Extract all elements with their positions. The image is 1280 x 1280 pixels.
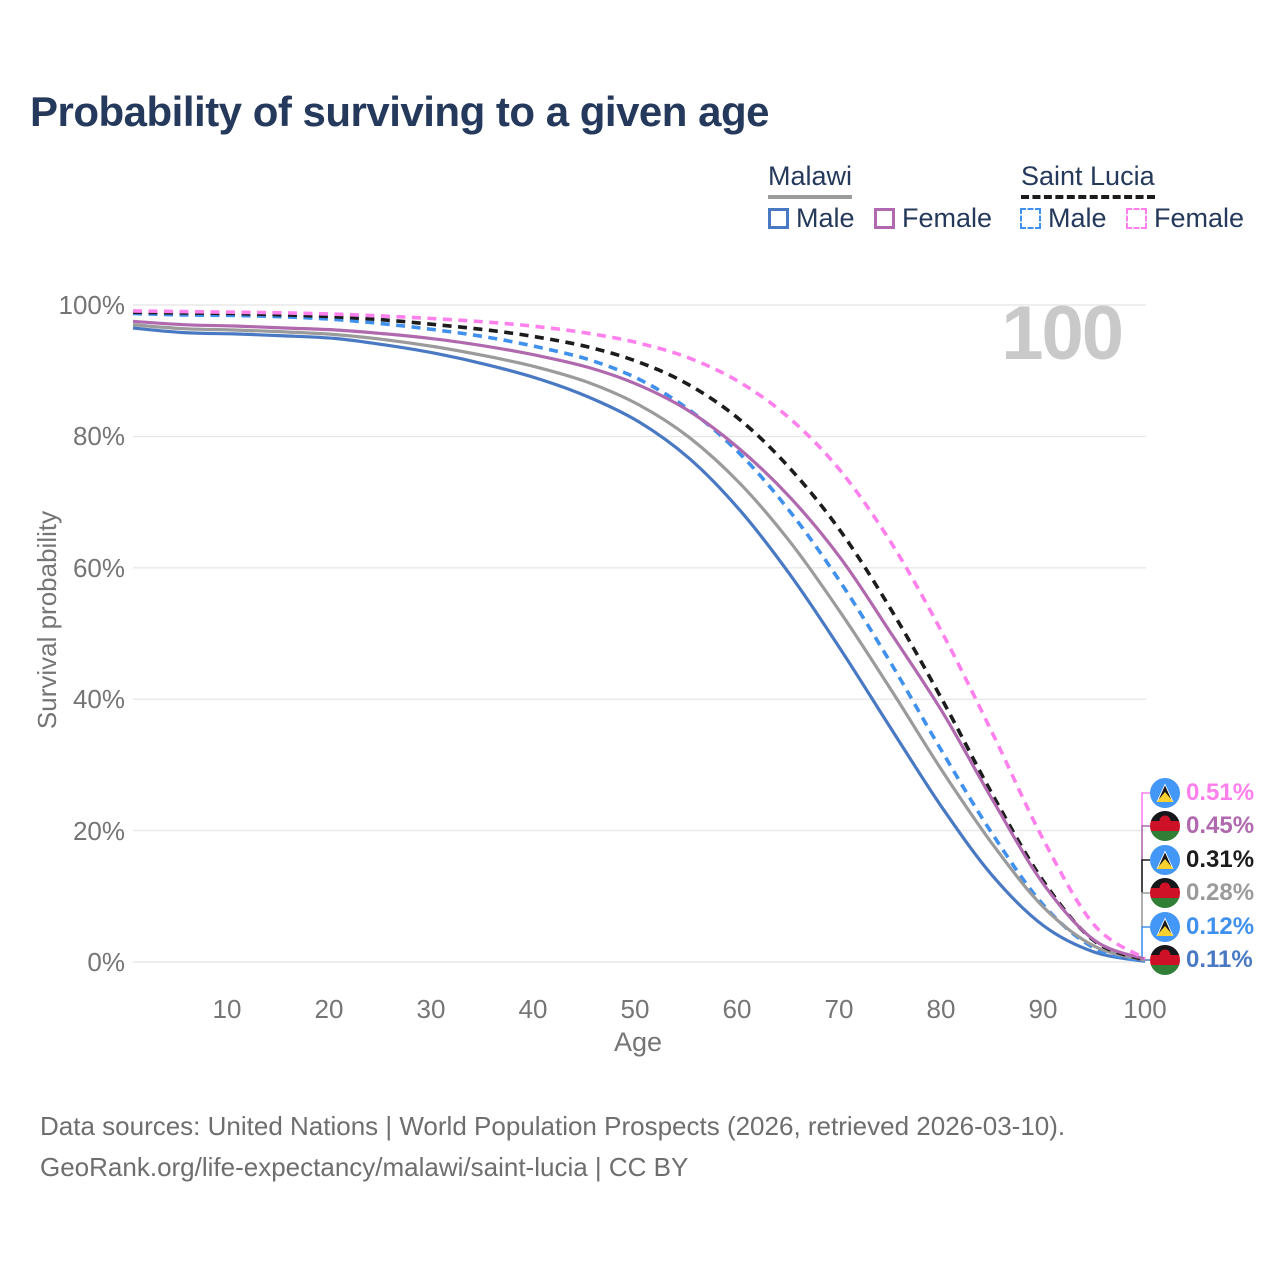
footer-sources: Data sources: United Nations | World Pop… <box>40 1111 1066 1141</box>
curve-malawi-male[interactable] <box>132 326 1146 963</box>
age-watermark: 100 <box>1001 291 1124 376</box>
x-tick-60: 60 <box>722 994 752 1024</box>
end-label-malawi-male: 0.11% <box>1150 944 1253 976</box>
end-label-connector <box>1141 892 1150 927</box>
x-tick-90: 90 <box>1028 994 1058 1024</box>
curve-malawi-female[interactable] <box>132 319 1146 961</box>
footer-url: GeoRank.org/life-expectancy/malawi/saint… <box>40 1152 689 1182</box>
malawi-flag-icon <box>1150 945 1180 975</box>
y-tick-20: 20% <box>72 816 125 846</box>
footer: Data sources: United Nations | World Pop… <box>40 1106 1065 1188</box>
end-label-value: 0.45% <box>1186 812 1255 839</box>
saint-lucia-male-swatch-icon <box>1020 208 1041 229</box>
curve-saint-lucia-female[interactable] <box>132 309 1146 961</box>
legend-label: Female <box>902 203 993 233</box>
end-label-connector <box>1141 825 1150 860</box>
end-label-value: 0.28% <box>1186 879 1255 906</box>
malawi-female-swatch-icon <box>874 208 895 229</box>
legend-label: Male <box>796 203 855 233</box>
end-label-saint-lucia-male: 0.12% <box>1150 911 1254 943</box>
legend-label: Female <box>1154 203 1245 233</box>
end-label-saint-lucia-female: 0.51% <box>1150 777 1254 809</box>
x-tick-80: 80 <box>926 994 956 1024</box>
legend-group-saint-lucia[interactable]: Saint Lucia <box>1021 161 1155 199</box>
x-tick-10: 10 <box>212 994 242 1024</box>
y-tick-60: 60% <box>72 553 125 583</box>
x-tick-100: 100 <box>1123 994 1167 1024</box>
end-label-connector <box>1141 792 1150 826</box>
y-tick-40: 40% <box>72 684 125 714</box>
end-label-value: 0.31% <box>1186 846 1255 873</box>
x-tick-30: 30 <box>416 994 446 1024</box>
legend-item-malawi-male[interactable]: Male <box>768 203 855 234</box>
end-label-value: 0.11% <box>1186 946 1253 973</box>
legend-item-malawi-female[interactable]: Female <box>874 203 992 234</box>
malawi-male-swatch-icon <box>768 208 789 229</box>
end-label-malawi-female: 0.45% <box>1150 810 1254 842</box>
x-tick-70: 70 <box>824 994 854 1024</box>
saint-lucia-female-swatch-icon <box>1126 208 1147 229</box>
legend-item-saint-lucia-female[interactable]: Female <box>1126 203 1244 234</box>
curve-malawi-both-sexes[interactable] <box>132 323 1146 962</box>
y-tick-0: 0% <box>87 947 125 977</box>
x-tick-20: 20 <box>314 994 344 1024</box>
page-title: Probability of surviving to a given age <box>30 88 769 135</box>
legend-item-saint-lucia-male[interactable]: Male <box>1020 203 1107 234</box>
legend-group-malawi[interactable]: Malawi <box>768 161 853 199</box>
x-axis-title: Age <box>613 1027 663 1057</box>
saint-lucia-flag-icon <box>1150 778 1180 808</box>
malawi-flag-icon <box>1150 878 1180 908</box>
y-tick-100: 100% <box>58 290 126 320</box>
curve-saint-lucia-both-sexes[interactable] <box>132 310 1146 962</box>
saint-lucia-flag-icon <box>1150 845 1180 875</box>
x-tick-40: 40 <box>518 994 548 1024</box>
end-label-connector <box>1141 859 1150 893</box>
legend-label: Male <box>1048 203 1107 233</box>
end-label-malawi-both: 0.28% <box>1150 877 1254 909</box>
y-axis-title: Survival probability <box>32 510 62 730</box>
x-tick-50: 50 <box>620 994 650 1024</box>
malawi-flag-icon <box>1150 811 1180 841</box>
curve-saint-lucia-male[interactable] <box>132 311 1146 963</box>
end-label-value: 0.12% <box>1186 913 1255 940</box>
end-label-saint-lucia-both: 0.31% <box>1150 844 1254 876</box>
y-tick-80: 80% <box>72 421 125 451</box>
end-label-connector <box>1141 926 1150 960</box>
end-label-value: 0.51% <box>1186 779 1255 806</box>
saint-lucia-flag-icon <box>1150 912 1180 942</box>
